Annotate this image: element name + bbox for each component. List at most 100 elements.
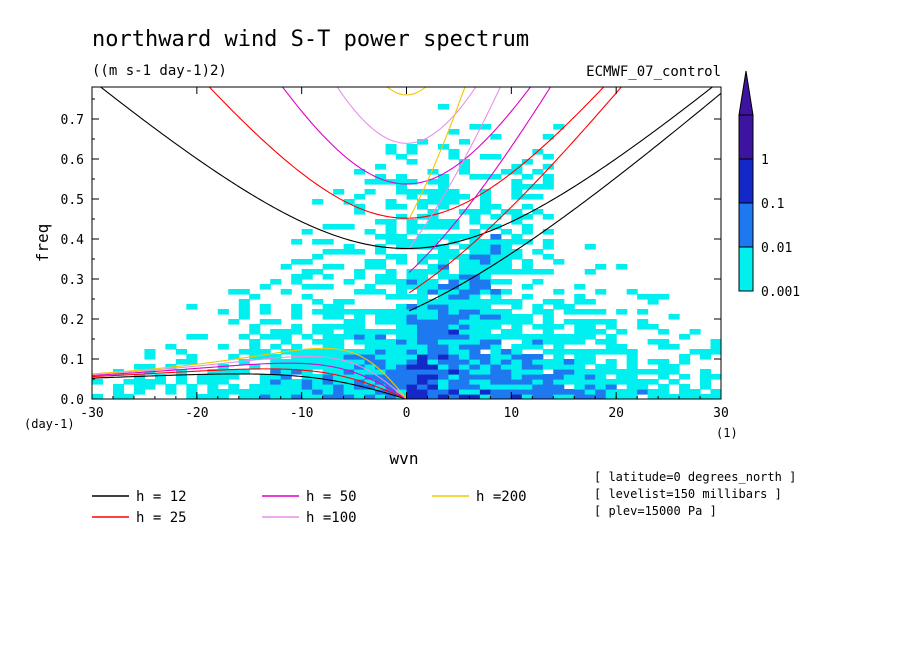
heatmap-cell xyxy=(584,324,596,330)
heatmap-cell xyxy=(458,254,470,260)
heatmap-cell xyxy=(637,369,649,375)
colorbar: 0.001 0.01 0.1 1 xyxy=(738,70,800,300)
heatmap-cell xyxy=(427,329,439,335)
x-tick-label: -30 xyxy=(80,406,103,421)
heatmap-cell xyxy=(406,359,418,365)
heatmap-cell xyxy=(437,284,450,290)
heatmap-cell xyxy=(584,299,596,305)
heatmap-cell xyxy=(679,394,691,399)
heatmap-cell xyxy=(312,309,324,315)
heatmap-cell xyxy=(458,289,470,295)
heatmap-cell xyxy=(469,394,481,399)
heatmap-cell xyxy=(406,389,418,395)
heatmap-cell xyxy=(521,354,533,360)
heatmap-cell xyxy=(217,309,229,315)
heatmap-cell xyxy=(490,369,502,375)
heatmap-cell xyxy=(511,189,523,195)
heatmap-cell xyxy=(563,394,575,399)
heatmap-cell xyxy=(322,324,334,330)
heatmap-cell xyxy=(437,309,450,315)
heatmap-cell xyxy=(458,279,470,285)
heatmap-cell xyxy=(542,179,554,185)
heatmap-cell xyxy=(280,374,292,380)
heatmap-cell xyxy=(354,319,366,325)
heatmap-cell xyxy=(647,339,659,345)
heatmap-cell xyxy=(458,299,470,305)
heatmap-cell xyxy=(584,309,596,315)
heatmap-cell xyxy=(511,164,523,170)
heatmap-cell xyxy=(375,174,387,180)
heatmap-cell xyxy=(521,379,533,385)
heatmap-cell xyxy=(521,204,533,210)
heatmap-cell xyxy=(490,254,502,260)
heatmap-cell xyxy=(343,379,355,385)
heatmap-cell xyxy=(375,279,387,285)
heatmap-cell xyxy=(249,294,261,300)
heatmap-cell xyxy=(700,349,712,355)
heatmap-cell xyxy=(521,194,533,200)
heatmap-cell xyxy=(521,214,533,220)
heatmap-cell xyxy=(626,379,638,385)
heatmap-cell xyxy=(301,229,313,235)
heatmap-cell xyxy=(228,289,240,295)
heatmap-cell xyxy=(521,374,533,380)
heatmap-cell xyxy=(416,354,429,360)
heatmap-cell xyxy=(385,384,397,390)
heatmap-cell xyxy=(469,329,481,335)
heatmap-cell xyxy=(396,374,408,380)
heatmap-cell xyxy=(469,299,481,305)
heatmap-cell xyxy=(647,379,659,385)
heatmap-cell xyxy=(563,364,575,370)
heatmap-cell xyxy=(500,299,512,305)
heatmap-cell xyxy=(584,359,596,365)
heatmap-cell xyxy=(196,379,208,385)
heatmap-cell xyxy=(605,319,617,325)
heatmap-cell xyxy=(354,384,366,390)
dispersion-curve-er xyxy=(92,368,407,399)
heatmap-cell xyxy=(396,214,408,220)
heatmap-cell xyxy=(238,359,250,365)
heatmap-cell xyxy=(574,384,586,390)
heatmap-cell xyxy=(249,389,261,395)
heatmap-cell xyxy=(458,394,470,399)
heatmap-cell xyxy=(291,329,303,335)
heatmap-cell xyxy=(574,349,586,355)
heatmap-cell xyxy=(406,364,418,370)
heatmap-cell xyxy=(595,264,607,270)
heatmap-cell xyxy=(574,394,586,399)
heatmap-cell xyxy=(637,324,649,330)
heatmap-cell xyxy=(469,294,481,300)
heatmap-cell xyxy=(616,344,628,350)
heatmap-cell xyxy=(416,339,429,345)
heatmap-cell xyxy=(553,354,565,360)
heatmap-cell xyxy=(249,394,261,399)
heatmap-cell xyxy=(385,379,397,385)
heatmap-cell xyxy=(479,239,491,245)
heatmap-cell xyxy=(416,374,429,380)
heatmap-cell xyxy=(406,319,418,325)
heatmap-cell xyxy=(385,319,397,325)
heatmap-cell xyxy=(689,394,701,399)
heatmap-cell xyxy=(469,219,481,225)
heatmap-cell xyxy=(658,389,670,395)
heatmap-cell xyxy=(364,339,376,345)
heatmap-cell xyxy=(385,239,397,245)
heatmap-cell xyxy=(249,384,261,390)
heatmap-cell xyxy=(542,384,554,390)
heatmap-cell xyxy=(354,389,366,395)
heatmap-cell xyxy=(123,379,135,385)
heatmap-cell xyxy=(396,379,408,385)
colorbar-label: 0.1 xyxy=(761,197,784,212)
heatmap-cell xyxy=(354,269,366,275)
dispersion-curve-ig xyxy=(386,87,427,96)
heatmap-cell xyxy=(364,394,376,399)
heatmap-cell xyxy=(249,349,261,355)
heatmap-cell xyxy=(406,314,418,320)
heatmap-cell xyxy=(448,129,460,135)
heatmap-cell xyxy=(427,369,439,375)
heatmap-cell xyxy=(553,334,565,340)
heatmap-cell xyxy=(133,364,146,370)
heatmap-cell xyxy=(396,349,408,355)
heatmap-cell xyxy=(532,389,544,395)
y-tick-label: 0.4 xyxy=(61,233,85,248)
